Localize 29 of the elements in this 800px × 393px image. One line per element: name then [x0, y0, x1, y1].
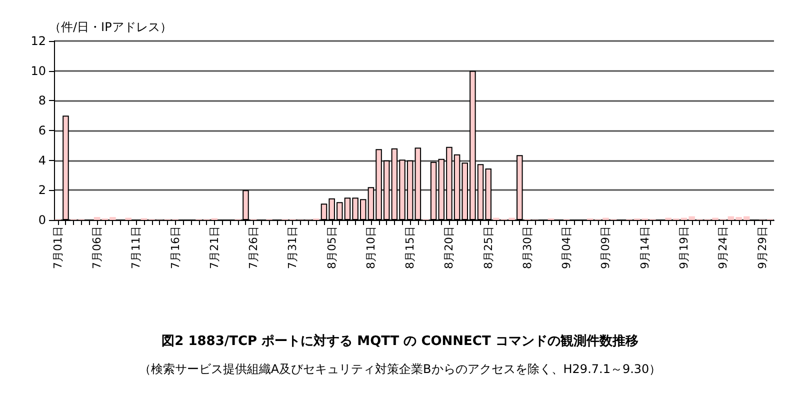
x-tick-label: 8月15日 [404, 226, 417, 269]
x-tick-label: 8月30日 [520, 226, 534, 269]
x-tick-label: 8月10日 [364, 226, 378, 269]
x-tick-label: 7月11日 [130, 226, 143, 269]
x-tick-label: 9月09日 [599, 226, 612, 269]
x-tick-label: 9月04日 [560, 226, 574, 269]
text: （検索サービス提供組織A及びセキュリティ対策企業Bからのアクセスを除く、H29.7.1～9.30） [138, 362, 662, 376]
x-tick-label: 9月19日 [678, 226, 690, 269]
x-tick-label: 8月20日 [442, 226, 456, 269]
x-tick-label: 9月29日 [756, 226, 769, 269]
x-tick-label: 8月25日 [482, 226, 495, 269]
y-tick-label: 12 [30, 34, 46, 48]
x-tick-label: 7月06日 [90, 226, 104, 269]
x-tick-label: 7月01日 [51, 226, 64, 269]
x-tick-label: 9月14日 [638, 226, 652, 269]
x-tick-label: 8月05日 [325, 226, 338, 269]
y-tick-label: 0 [38, 213, 46, 227]
y-axis-title: （件/日・IPアドレス） [49, 20, 172, 34]
text: 図2 1883/TCP ポートに対する MQTT の CONNECT コマンドの観測件数推移 [162, 333, 638, 349]
x-tick-label: 7月16日 [168, 226, 182, 269]
y-tick-label: 2 [38, 183, 46, 198]
x-tick-label: 9月24日 [716, 226, 730, 269]
y-tick-label: 10 [30, 64, 46, 78]
y-tick-label: 4 [38, 153, 46, 168]
x-tick-label: 7月26日 [247, 226, 260, 269]
x-tick-label: 7月31日 [286, 226, 300, 269]
y-tick-label: 8 [38, 94, 46, 108]
x-tick-label: 7月21日 [208, 226, 221, 269]
y-tick-label: 6 [38, 124, 46, 138]
